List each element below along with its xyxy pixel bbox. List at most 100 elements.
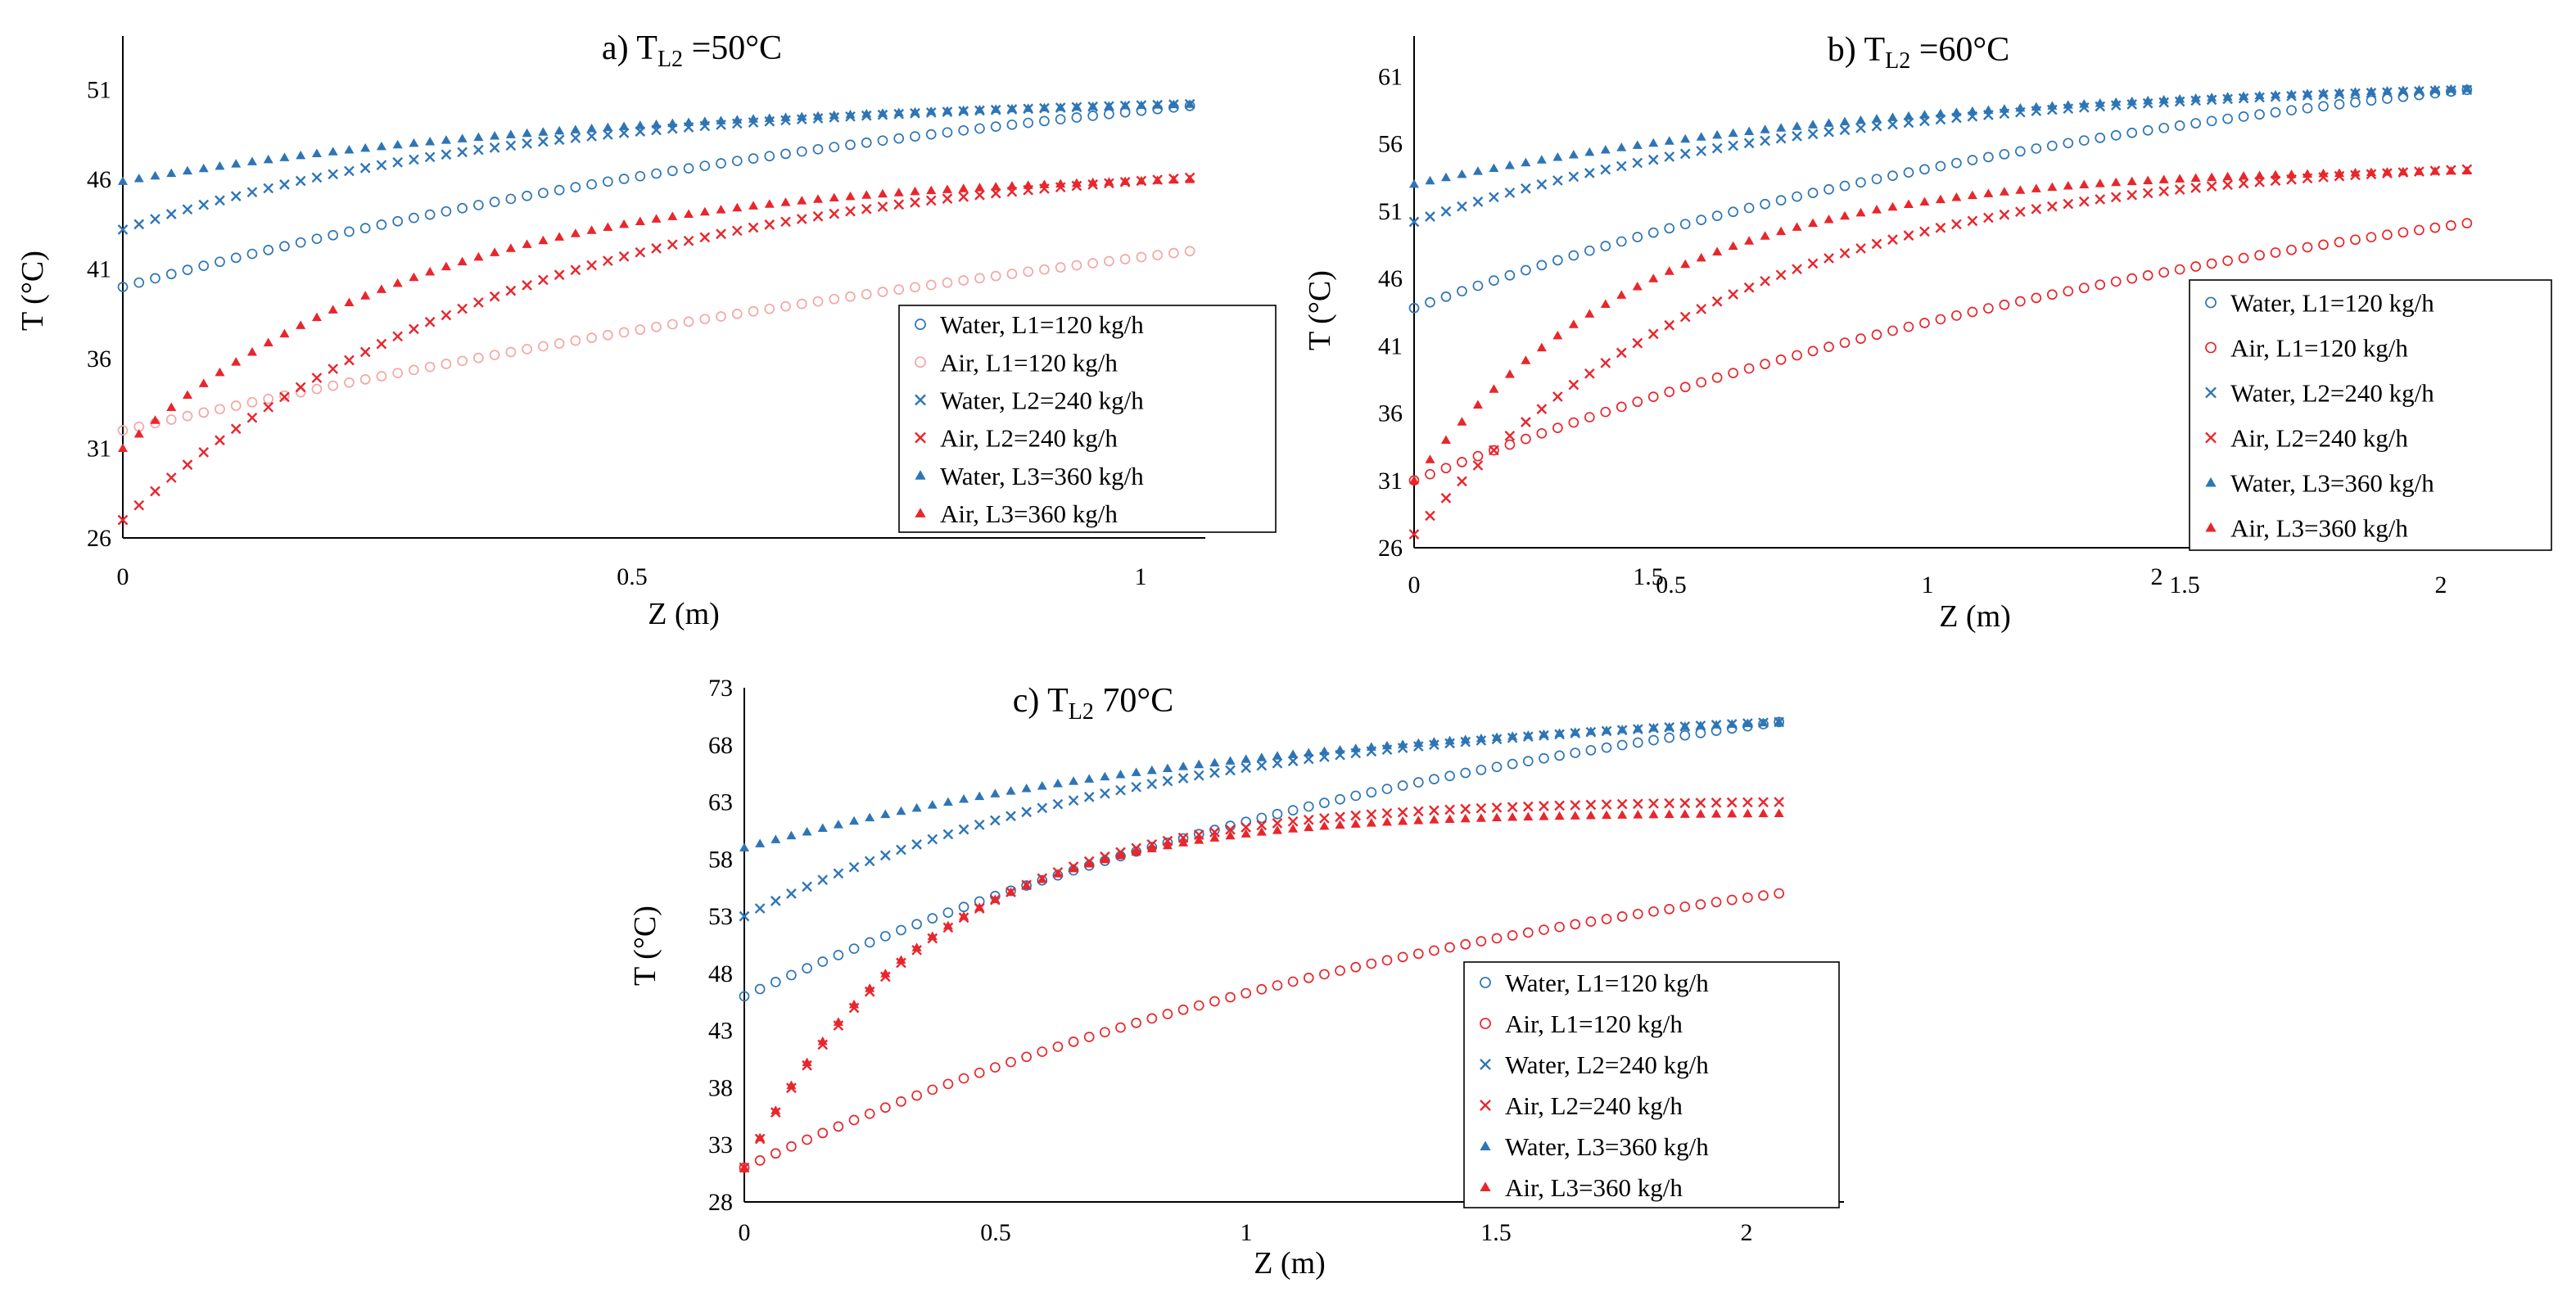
data-point (586, 260, 597, 271)
data-point (2446, 165, 2456, 175)
data-point (1087, 102, 1098, 111)
data-point (554, 134, 565, 146)
data-point (1792, 191, 1802, 202)
chart-title-subscript: L2 (1885, 48, 1910, 74)
legend-entry: Air, L1=120 kg/h (940, 348, 1118, 377)
data-point (974, 1067, 985, 1078)
legend-entry: Air, L1=120 kg/h (2230, 334, 2408, 363)
y-tick-label: 63 (708, 789, 733, 816)
data-point (1209, 996, 1220, 1007)
data-point (1319, 821, 1330, 830)
data-point (1397, 806, 1408, 818)
data-point (570, 264, 581, 276)
data-point (1104, 108, 1114, 120)
data-point (165, 472, 177, 483)
data-point (802, 1057, 812, 1067)
data-point (1570, 811, 1580, 820)
data-point (359, 373, 371, 385)
data-point (1695, 809, 1706, 818)
data-point (1256, 760, 1268, 771)
data-point (376, 284, 386, 293)
data-point (409, 154, 419, 165)
data-point (1412, 777, 1424, 788)
data-point (2429, 222, 2441, 233)
data-point (683, 316, 694, 328)
data-point (215, 367, 225, 377)
data-point (441, 206, 452, 217)
data-point (1600, 406, 1611, 418)
data-point (1951, 107, 1962, 116)
data-point (786, 969, 797, 981)
data-point (1727, 719, 1738, 728)
data-point (1104, 255, 1114, 267)
data-point (1855, 177, 1866, 188)
data-point (1241, 829, 1251, 838)
data-point (133, 174, 144, 183)
data-point (990, 894, 1001, 904)
data-point (1760, 124, 1770, 133)
data-point (1664, 722, 1674, 731)
chart-title-rest: =50°C (683, 29, 782, 67)
series-water-l3-360-kg-h (739, 716, 1784, 852)
data-point (1539, 801, 1549, 811)
data-point (409, 323, 419, 335)
data-point (2126, 273, 2138, 284)
data-point (1679, 311, 1691, 323)
data-point (1855, 207, 1866, 217)
data-point (2110, 276, 2122, 287)
data-point (849, 999, 860, 1009)
data-point (2110, 192, 2122, 203)
data-point (246, 396, 258, 408)
data-point (1617, 810, 1628, 819)
data-point (1696, 132, 1706, 141)
data-point (1225, 992, 1236, 1003)
data-point (2461, 218, 2473, 228)
data-point (1460, 803, 1471, 815)
data-point (2014, 296, 2026, 307)
data-point (1696, 304, 1707, 314)
data-point (182, 204, 193, 215)
data-point (893, 199, 905, 210)
data-point (754, 983, 766, 995)
data-point (505, 243, 516, 252)
data-point (1288, 749, 1299, 758)
data-point (796, 298, 807, 309)
data-point (618, 174, 630, 184)
data-point (667, 118, 678, 128)
data-point (1919, 226, 1930, 237)
data-point (1476, 733, 1486, 743)
data-point (754, 1155, 766, 1166)
data-point (2334, 99, 2345, 110)
data-point (1871, 114, 1882, 123)
y-tick-label: 31 (1378, 468, 1403, 495)
data-point (246, 412, 258, 423)
data-point (1743, 282, 1755, 293)
data-point (311, 148, 322, 158)
data-point (246, 347, 257, 356)
data-point (376, 338, 387, 350)
data-point (991, 182, 1001, 191)
data-point (117, 514, 129, 526)
data-point (554, 269, 565, 281)
y-axis-label: T (°C) (16, 251, 50, 331)
data-point (864, 1108, 875, 1119)
data-point (1209, 767, 1220, 779)
data-point (2270, 106, 2281, 118)
data-point (1679, 721, 1690, 730)
data-point (295, 237, 306, 248)
data-point (1775, 269, 1787, 281)
data-point (2095, 97, 2105, 107)
data-point (1711, 897, 1722, 908)
data-point (2414, 224, 2425, 236)
data-point (2190, 118, 2201, 129)
data-point (1381, 784, 1393, 794)
data-point (1711, 296, 1723, 307)
data-point (786, 1141, 797, 1152)
data-point (2222, 179, 2233, 191)
data-point (1568, 379, 1579, 391)
data-point (602, 329, 613, 341)
data-point (2254, 250, 2265, 261)
series-water-l3-360-kg-h (1409, 84, 2472, 188)
data-point (1647, 328, 1659, 340)
data-point (1680, 259, 1691, 269)
